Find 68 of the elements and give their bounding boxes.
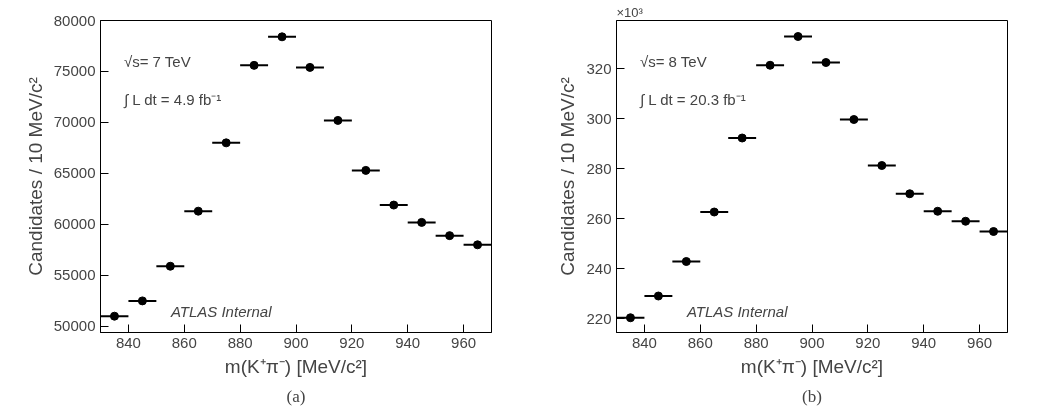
x-tick-label: 860 xyxy=(171,333,197,351)
point xyxy=(625,313,635,323)
y-tick-label: 75000 xyxy=(53,62,96,80)
point xyxy=(305,62,315,72)
annotation: ATLAS Internal xyxy=(169,303,273,321)
y-tick-label: 80000 xyxy=(53,11,96,29)
text: (a) xyxy=(286,386,306,406)
annotation: ∫ L dt = 20.3 fb⁻¹ xyxy=(638,90,746,109)
x-tick-label: 960 xyxy=(967,333,993,351)
x-tick-label: 880 xyxy=(227,333,253,351)
x-tick-label: 840 xyxy=(115,333,141,351)
x-tick-label: 880 xyxy=(743,333,769,351)
point xyxy=(989,227,999,236)
annotation: √s= 7 TeV xyxy=(123,53,191,71)
y-axis-title: Candidates / 10 MeV/c² xyxy=(557,77,579,276)
point xyxy=(765,60,775,70)
point xyxy=(137,296,147,306)
y-tick-label: 300 xyxy=(586,109,612,127)
y-tick-label: 240 xyxy=(586,259,612,277)
text: (b) xyxy=(802,386,822,406)
point xyxy=(221,138,231,148)
point xyxy=(361,165,371,175)
y-tick-label: 280 xyxy=(586,159,612,177)
y-tick-label: 65000 xyxy=(53,164,96,182)
x-tick-label: 860 xyxy=(687,333,713,351)
point xyxy=(709,207,719,217)
y-tick-label: 55000 xyxy=(53,266,96,284)
annotation: ∫ L dt = 4.9 fb⁻¹ xyxy=(122,90,222,109)
point xyxy=(793,32,803,41)
y-tick-label: 220 xyxy=(586,309,612,327)
x-tick-label: 840 xyxy=(631,333,657,351)
y-tick-label: 260 xyxy=(586,209,612,227)
point xyxy=(417,217,427,227)
point xyxy=(933,206,943,216)
point xyxy=(109,311,119,321)
point xyxy=(653,291,663,301)
x-tick-label: 960 xyxy=(451,333,477,351)
point xyxy=(473,240,483,250)
point xyxy=(277,32,287,42)
x-axis-title: m(K⁺π⁻) [MeV/c²] xyxy=(224,355,368,377)
point xyxy=(193,206,203,216)
point xyxy=(737,133,747,143)
y-tick-label: 60000 xyxy=(53,215,96,233)
point xyxy=(961,216,971,226)
y-tick-label: 70000 xyxy=(53,113,96,131)
point xyxy=(849,115,859,124)
y-tick-label: 320 xyxy=(586,59,612,77)
point xyxy=(681,257,691,266)
point xyxy=(877,161,887,170)
annotation: √s= 8 TeV xyxy=(639,53,707,71)
x-tick-label: 940 xyxy=(395,333,421,351)
x-tick-label: 920 xyxy=(339,333,365,351)
x-tick-label: 920 xyxy=(855,333,881,351)
y-tick-label: 50000 xyxy=(53,317,96,335)
x-tick-label: 900 xyxy=(799,333,825,351)
y-axis-title: Candidates / 10 MeV/c² xyxy=(24,77,46,276)
annotation: ATLAS Internal xyxy=(685,303,789,321)
point xyxy=(389,200,399,210)
point xyxy=(445,231,455,241)
x-tick-label: 940 xyxy=(911,333,937,351)
point xyxy=(821,58,831,67)
x-axis-title: m(K⁺π⁻) [MeV/c²] xyxy=(740,355,884,377)
point xyxy=(333,115,343,125)
text: ×10³ xyxy=(616,4,644,20)
x-tick-label: 900 xyxy=(283,333,309,351)
point xyxy=(249,60,259,70)
point xyxy=(165,261,175,271)
point xyxy=(905,189,915,199)
